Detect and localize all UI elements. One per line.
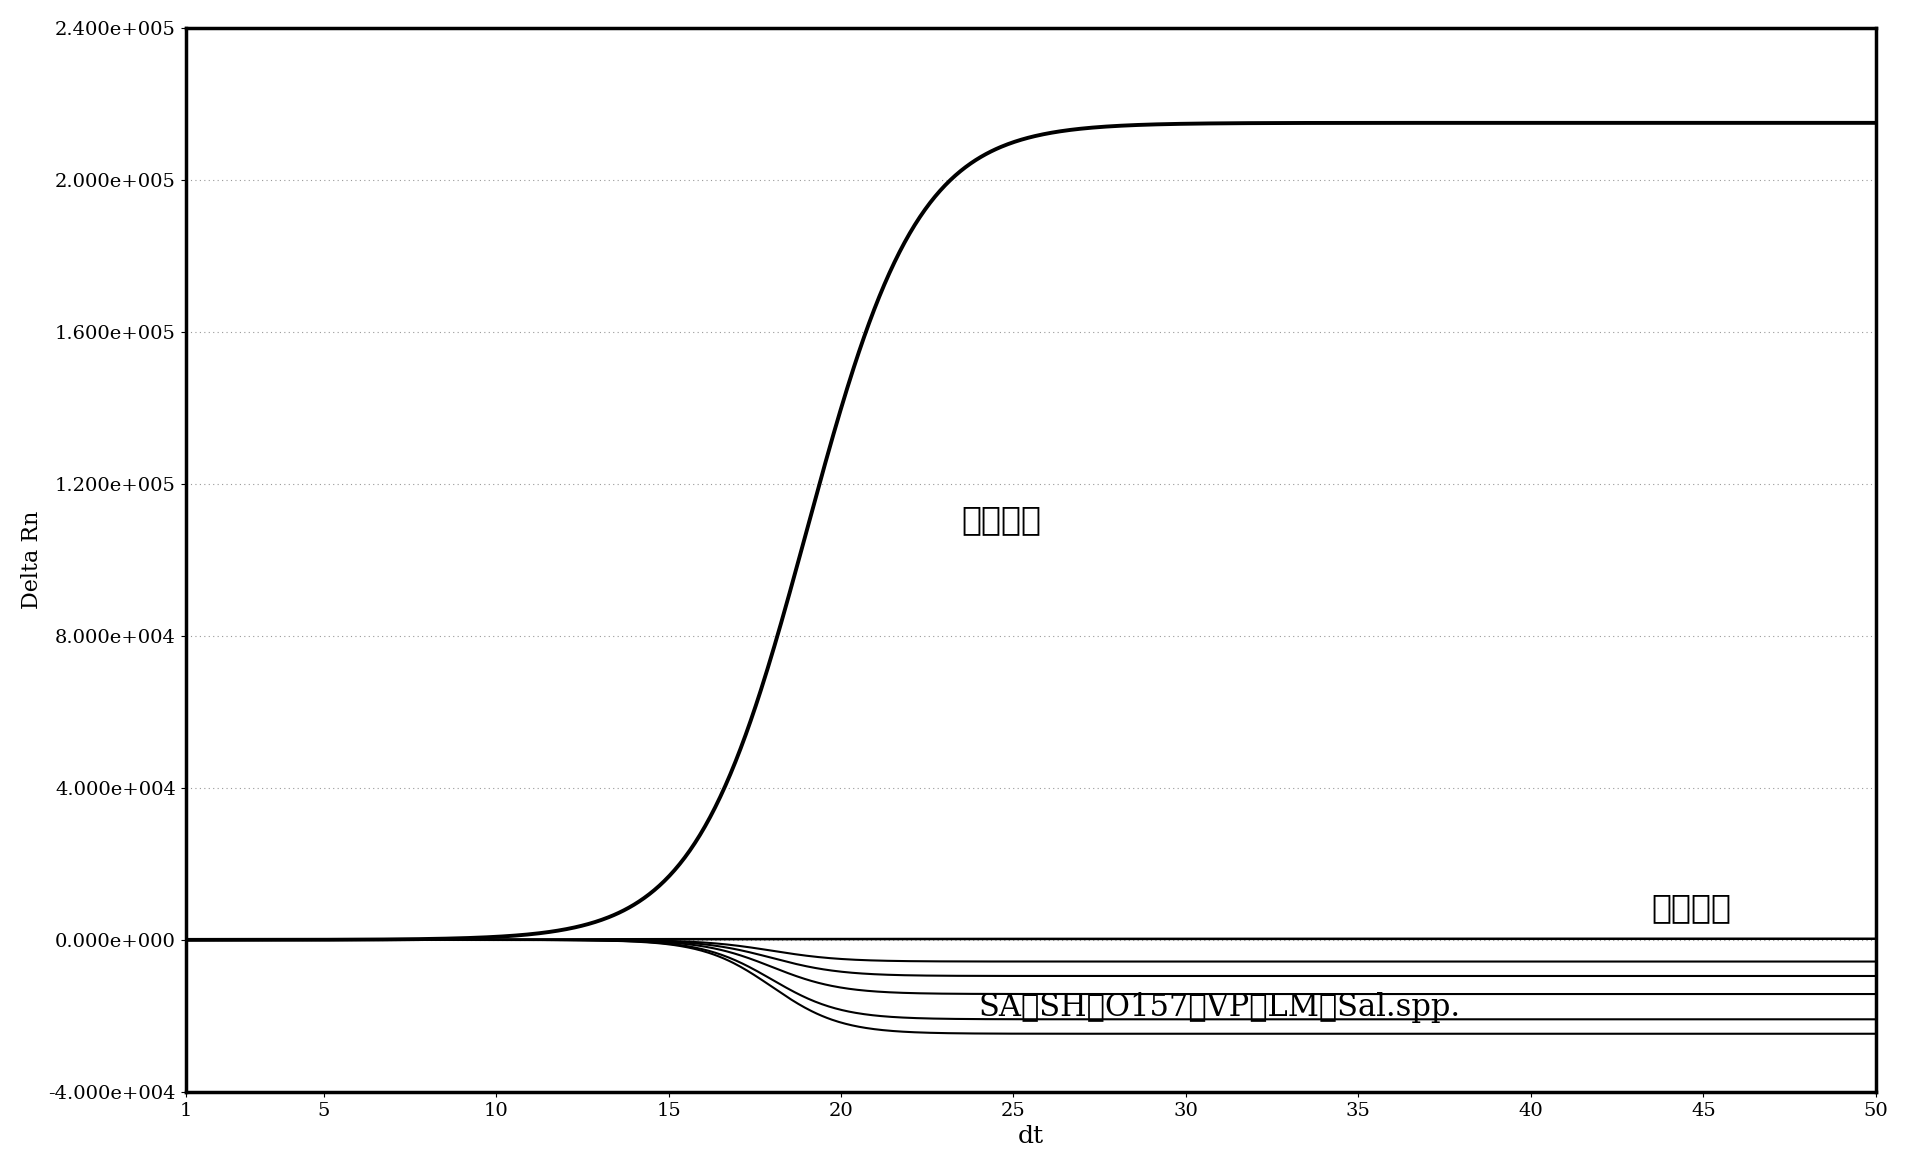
Text: 阴性对照: 阴性对照 xyxy=(1651,891,1731,924)
Text: SA、SH、O157、VP、LM、Sal.spp.: SA、SH、O157、VP、LM、Sal.spp. xyxy=(979,991,1460,1023)
X-axis label: dt: dt xyxy=(1017,1126,1044,1148)
Y-axis label: Delta Rn: Delta Rn xyxy=(21,511,42,609)
Text: 阳性对照: 阳性对照 xyxy=(962,504,1042,537)
